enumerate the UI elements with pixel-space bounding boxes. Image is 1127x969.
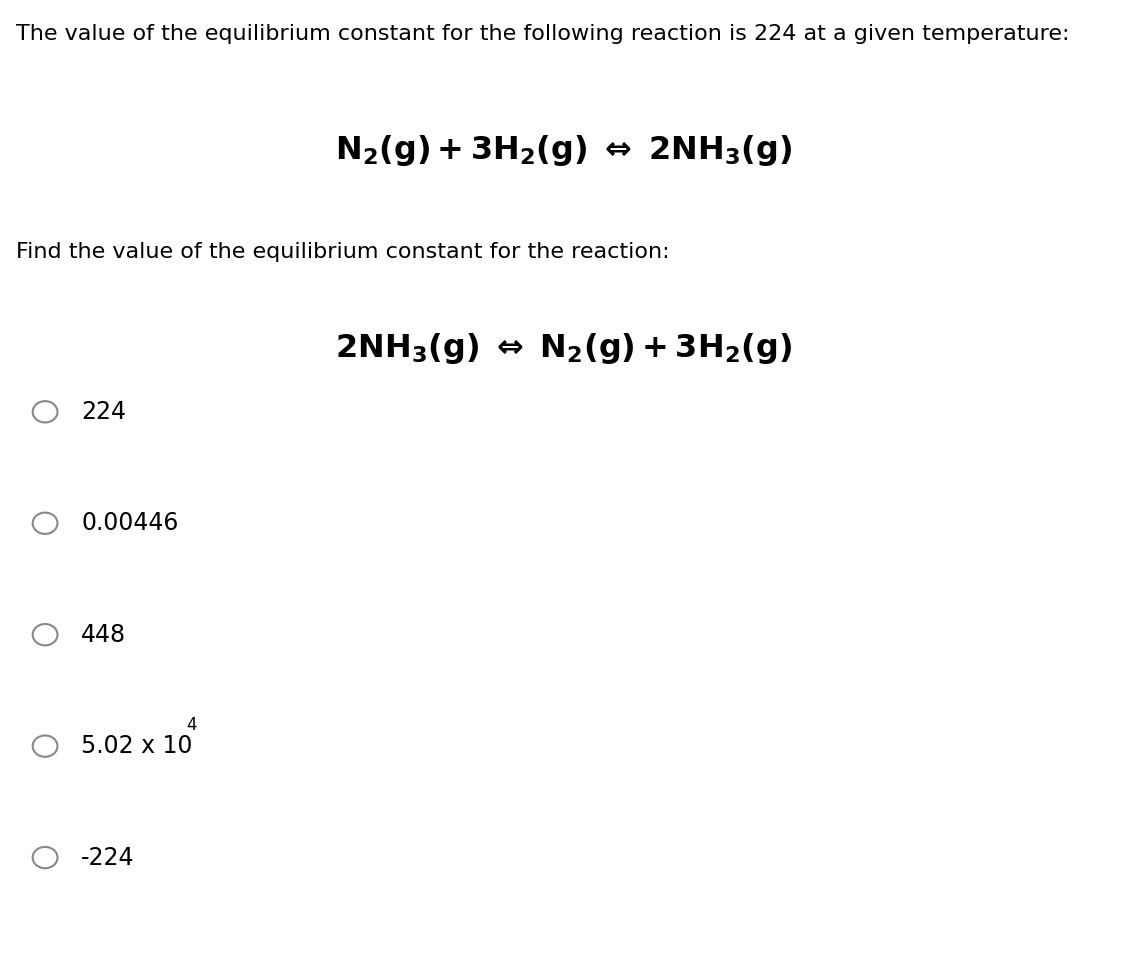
Text: $\mathbf{2NH_3(g)\ \Leftrightarrow\ N_2(g) + 3H_2(g)}$: $\mathbf{2NH_3(g)\ \Leftrightarrow\ N_2(…	[335, 331, 792, 366]
Text: Find the value of the equilibrium constant for the reaction:: Find the value of the equilibrium consta…	[16, 242, 669, 263]
Text: The value of the equilibrium constant for the following reaction is 224 at a giv: The value of the equilibrium constant fo…	[16, 24, 1070, 45]
Text: 4: 4	[186, 716, 196, 734]
Text: $\mathbf{N_2(g) + 3H_2(g)\ \Leftrightarrow\ 2NH_3(g)}$: $\mathbf{N_2(g) + 3H_2(g)\ \Leftrightarr…	[335, 133, 792, 168]
Text: 224: 224	[81, 400, 126, 423]
Text: 448: 448	[81, 623, 126, 646]
Text: 0.00446: 0.00446	[81, 512, 178, 535]
Text: -224: -224	[81, 846, 134, 869]
Text: 5.02 x 10: 5.02 x 10	[81, 735, 193, 758]
